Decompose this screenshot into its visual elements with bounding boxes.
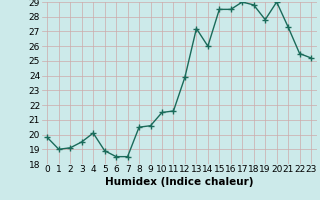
X-axis label: Humidex (Indice chaleur): Humidex (Indice chaleur) xyxy=(105,177,253,187)
